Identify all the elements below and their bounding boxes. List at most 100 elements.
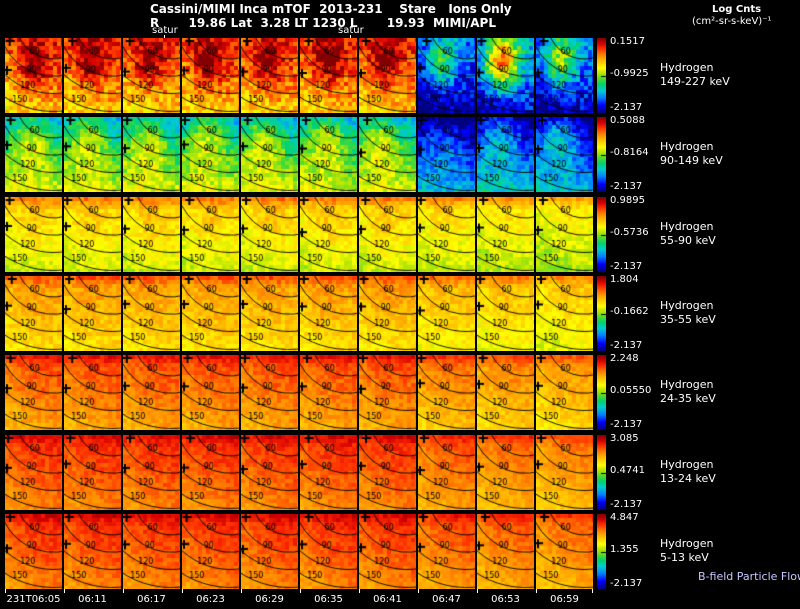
colorbar-min-label-r6: -2.137 — [610, 578, 643, 589]
time-label-6: 06:41 — [373, 594, 402, 605]
colorbar-mid-label-r1: -0.8164 — [610, 147, 649, 158]
heatmap-panel-r2-c2 — [123, 197, 180, 272]
time-label-5: 06:35 — [314, 594, 343, 605]
heatmap-panel-r1-c0 — [5, 117, 62, 192]
colorbar-r6 — [597, 514, 606, 589]
row-species-label-r0: Hydrogen — [660, 61, 714, 74]
heatmap-panel-r0-c4 — [241, 38, 298, 113]
heatmap-panel-r4-c8 — [477, 355, 534, 430]
log-units-label-line2: (cm²-sr-s-keV)⁻¹ — [692, 16, 772, 27]
heatmap-panel-r1-c4 — [241, 117, 298, 192]
heatmap-panel-r4-c6 — [359, 355, 416, 430]
row-energy-label-r4: 24-35 keV — [660, 392, 716, 405]
heatmap-panel-r6-c7 — [418, 514, 475, 589]
heatmap-panel-r0-c6 — [359, 38, 416, 113]
heatmap-panel-r2-c4 — [241, 197, 298, 272]
colorbar-min-label-r3: -2.137 — [610, 340, 643, 351]
heatmap-panel-r3-c1 — [64, 276, 121, 351]
time-tick-4 — [241, 589, 242, 593]
heatmap-panel-r6-c1 — [64, 514, 121, 589]
row-energy-label-r6: 5-13 keV — [660, 551, 709, 564]
heatmap-panel-r5-c5 — [300, 435, 357, 510]
heatmap-panel-r4-c3 — [182, 355, 239, 430]
colorbar-mid-label-r4: 0.05550 — [610, 385, 652, 396]
row-energy-label-r2: 55-90 keV — [660, 234, 716, 247]
colorbar-max-label-r1: 0.5088 — [610, 115, 645, 126]
time-tick-3 — [182, 589, 183, 593]
row-species-label-r4: Hydrogen — [660, 378, 714, 391]
time-tick-1 — [64, 589, 65, 593]
page-title: Cassini/MIMI Inca mTOF 2013-231 Stare Io… — [150, 2, 512, 16]
colorbar-r0 — [597, 38, 606, 113]
heatmap-panel-r6-c8 — [477, 514, 534, 589]
heatmap-panel-r0-c9 — [536, 38, 593, 113]
time-label-3: 06:23 — [196, 594, 225, 605]
heatmap-panel-r3-c8 — [477, 276, 534, 351]
heatmap-panel-r2-c8 — [477, 197, 534, 272]
time-label-4: 06:29 — [255, 594, 284, 605]
heatmap-panel-r0-c1 — [64, 38, 121, 113]
colorbar-mid-label-r3: -0.1662 — [610, 306, 649, 317]
saturn-marker-label: satur — [152, 25, 178, 36]
heatmap-panel-r0-c8 — [477, 38, 534, 113]
colorbar-r2 — [597, 197, 606, 272]
heatmap-panel-r5-c2 — [123, 435, 180, 510]
heatmap-panel-r3-c9 — [536, 276, 593, 351]
heatmap-panel-r1-c3 — [182, 117, 239, 192]
row-species-label-r5: Hydrogen — [660, 458, 714, 471]
colorbar-mid-label-r6: 1.355 — [610, 544, 639, 555]
heatmap-panel-r5-c1 — [64, 435, 121, 510]
heatmap-panel-r4-c5 — [300, 355, 357, 430]
row-energy-label-r3: 35-55 keV — [660, 313, 716, 326]
heatmap-panel-r3-c4 — [241, 276, 298, 351]
heatmap-panel-r1-c2 — [123, 117, 180, 192]
colorbar-mid-label-r2: -0.5736 — [610, 227, 649, 238]
heatmap-panel-r4-c4 — [241, 355, 298, 430]
heatmap-panel-r0-c2 — [123, 38, 180, 113]
colorbar-mid-label-r5: 0.4741 — [610, 465, 645, 476]
heatmap-panel-r4-c0 — [5, 355, 62, 430]
row-energy-label-r0: 149-227 keV — [660, 75, 730, 88]
heatmap-panel-r3-c5 — [300, 276, 357, 351]
colorbar-mid-label-r0: -0.9925 — [610, 68, 649, 79]
time-tick-7 — [418, 589, 419, 593]
colorbar-r5 — [597, 435, 606, 510]
heatmap-panel-r3-c2 — [123, 276, 180, 351]
colorbar-max-label-r0: 0.1517 — [610, 36, 645, 47]
heatmap-panel-r2-c7 — [418, 197, 475, 272]
time-tick-9 — [536, 589, 537, 593]
heatmap-panel-r0-c3 — [182, 38, 239, 113]
heatmap-panel-r1-c8 — [477, 117, 534, 192]
heatmap-panel-r5-c0 — [5, 435, 62, 510]
heatmap-panel-r3-c3 — [182, 276, 239, 351]
colorbar-min-label-r2: -2.137 — [610, 261, 643, 272]
colorbar-min-label-r0: -2.137 — [610, 102, 643, 113]
time-tick-6 — [359, 589, 360, 593]
colorbar-min-label-r4: -2.137 — [610, 419, 643, 430]
row-energy-label-r5: 13-24 keV — [660, 472, 716, 485]
heatmap-panel-r4-c2 — [123, 355, 180, 430]
heatmap-panel-r6-c9 — [536, 514, 593, 589]
colorbar-max-label-r4: 2.248 — [610, 353, 639, 364]
colorbar-max-label-r3: 1.804 — [610, 274, 639, 285]
time-label-7: 06:47 — [432, 594, 461, 605]
time-label-1: 06:11 — [78, 594, 107, 605]
heatmap-panel-r5-c6 — [359, 435, 416, 510]
colorbar-r4 — [597, 355, 606, 430]
heatmap-panel-r1-c1 — [64, 117, 121, 192]
colorbar-r3 — [597, 276, 606, 351]
colorbar-min-label-r5: -2.137 — [610, 499, 643, 510]
heatmap-panel-r5-c8 — [477, 435, 534, 510]
heatmap-panel-r0-c7 — [418, 38, 475, 113]
heatmap-panel-r2-c5 — [300, 197, 357, 272]
time-tick-5 — [300, 589, 301, 593]
saturn-marker-label: satur — [338, 25, 364, 36]
heatmap-panel-r6-c0 — [5, 514, 62, 589]
heatmap-panel-r6-c2 — [123, 514, 180, 589]
heatmap-panel-r1-c6 — [359, 117, 416, 192]
heatmap-panel-r5-c3 — [182, 435, 239, 510]
heatmap-panel-r1-c5 — [300, 117, 357, 192]
spacecraft-position-readout: R 19.86 Lat 3.28 LT 1230 L 19.93 MIMI/AP… — [150, 16, 496, 30]
heatmap-panel-r1-c7 — [418, 117, 475, 192]
heatmap-panel-r4-c7 — [418, 355, 475, 430]
